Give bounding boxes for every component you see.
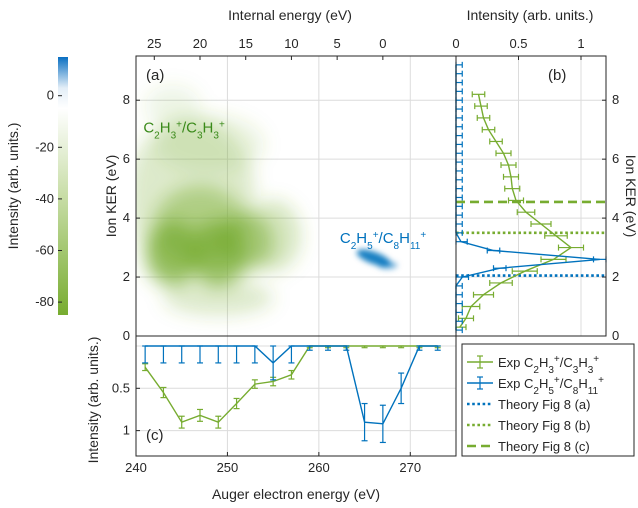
top-x-tick-label: 25 (147, 36, 161, 51)
y-tick-label: 2 (612, 269, 619, 284)
y-tick-label: 0 (123, 328, 130, 343)
species-label: C2H5+/C8H11+ (340, 230, 426, 252)
legend-items: Exp C2H3+/C3H3+Exp C2H5+/C8H11+Theory Fi… (467, 354, 604, 454)
colorbar-tick-label: -60 (35, 243, 54, 258)
panel-b-top-xlabel: Intensity (arb. units.) (467, 7, 594, 23)
legend-label: Theory Fig 8 (a) (498, 397, 590, 412)
density-lobe (154, 185, 246, 263)
legend: Exp C2H3+/C3H3+Exp C2H5+/C8H11+Theory Fi… (461, 343, 635, 457)
legend-label: Exp C2H5+/C8H11+ (498, 375, 604, 397)
panel-b-series (455, 61, 607, 334)
panel-a-ticks: 0 2 4 6 8 25 20 15 10 5 0 (123, 36, 387, 343)
panel-b-series-0-line (459, 94, 573, 328)
colorbar-gradient (58, 57, 68, 315)
top-x-tick-label: 0.5 (509, 36, 527, 51)
heatmap-regions (136, 85, 398, 316)
x-tick-label: 240 (125, 460, 147, 475)
panel-a-top-xlabel: Internal energy (eV) (228, 7, 352, 23)
panel-c-ticks: 240 250 260 270 0.5 1 (112, 380, 421, 475)
density-lobe (377, 261, 398, 270)
top-x-tick-label: 0 (379, 36, 386, 51)
top-x-tick-label: 5 (334, 36, 341, 51)
panel-c-grid (135, 336, 456, 456)
colorbar-tick-label: -80 (35, 294, 54, 309)
x-tick-label: 260 (308, 460, 330, 475)
panel-a-label: (a) (146, 67, 164, 84)
y-tick-label: 4 (612, 210, 619, 225)
blue-density (356, 249, 398, 270)
panel-a-ylabel: Ion KER (eV) (103, 155, 119, 237)
legend-label: Theory Fig 8 (b) (498, 418, 590, 433)
panel-c-frame (135, 335, 457, 457)
density-lobe (145, 85, 200, 127)
legend-box (461, 343, 635, 457)
top-x-tick-label: 15 (238, 36, 252, 51)
colorbar-tick-label: -20 (35, 139, 54, 154)
y-tick-label: 0.5 (112, 380, 130, 395)
panel-a: 0 2 4 6 8 25 20 15 10 5 0 (a) Internal energy (eV)… (103, 7, 457, 343)
density-lobe (245, 200, 301, 272)
panel-b-label: (b) (548, 67, 566, 84)
y-tick-label: 2 (123, 269, 130, 284)
panel-c: 240 250 260 270 0.5 1 (c) Auger electron ener… (85, 335, 457, 502)
species-label: C2H3+/C3H3+ (143, 119, 225, 141)
panel-b-grid (455, 56, 606, 337)
density-lobe (163, 280, 274, 316)
panel-b-ticks: 0 0.5 1 0 2 4 6 8 (452, 36, 619, 343)
panel-b-frame (455, 55, 607, 337)
panel-c-ylabel: Intensity (arb. units.) (85, 337, 101, 464)
top-x-tick-label: 20 (193, 36, 207, 51)
y-tick-label: 1 (123, 423, 130, 438)
panel-c-series (142, 345, 441, 444)
legend-label: Theory Fig 8 (c) (498, 439, 590, 454)
colorbar-tick-label: 0 (47, 88, 54, 103)
panel-b-theory-lines (456, 200, 606, 277)
colorbar-tick-label: -40 (35, 191, 54, 206)
legend-label: Exp C2H3+/C3H3+ (498, 354, 599, 376)
y-tick-label: 6 (612, 151, 619, 166)
y-tick-label: 8 (612, 92, 619, 107)
colorbar-label: Intensity (arb. units.) (5, 123, 21, 250)
y-tick-label: 0 (612, 328, 619, 343)
x-tick-label: 250 (217, 460, 239, 475)
colorbar-ticks: 0 -20 -40 -60 -80 (35, 88, 62, 309)
x-tick-label: 270 (399, 460, 421, 475)
y-tick-label: 6 (123, 151, 130, 166)
panel-b-series-1-line (455, 64, 600, 331)
colorbar: 0 -20 -40 -60 -80 Intensity (arb. units.) (5, 57, 68, 315)
y-tick-label: 4 (123, 210, 130, 225)
species-annotations: C2H3+/C3H3+ C2H5+/C8H11+ (143, 119, 426, 252)
panel-c-label: (c) (146, 427, 164, 444)
top-x-tick-label: 10 (284, 36, 298, 51)
panel-c-xlabel: Auger electron energy (eV) (212, 486, 380, 502)
green-density (136, 85, 301, 316)
panel-b: 0 0.5 1 0 2 4 6 8 (b) Intensity (arb. units.) I… (452, 7, 638, 343)
panel-b-ylabel: Ion KER (eV) (623, 155, 638, 237)
y-tick-label: 8 (123, 92, 130, 107)
density-lobe (154, 114, 264, 174)
top-x-tick-label: 0 (452, 36, 459, 51)
top-x-tick-label: 1 (577, 36, 584, 51)
